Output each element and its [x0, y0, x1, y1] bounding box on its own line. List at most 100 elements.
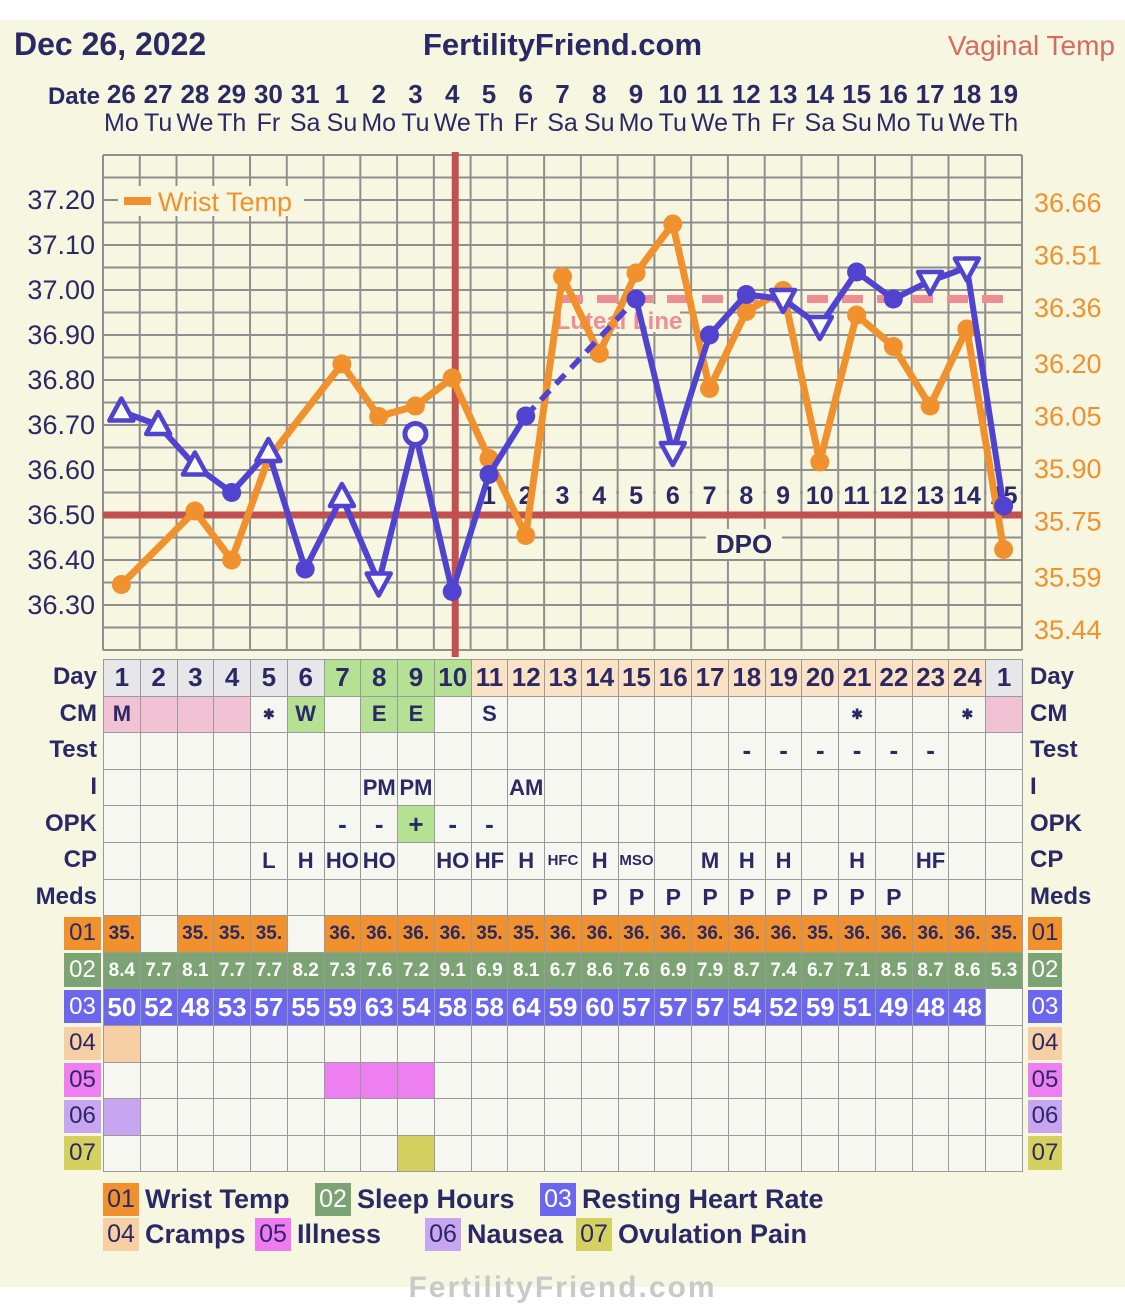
cell-r07-day10[interactable] [433, 1134, 472, 1173]
cell-r04-day22[interactable] [874, 1025, 913, 1063]
cell-r02-day16[interactable]: 6.9 [654, 951, 693, 990]
cell-r04-day18[interactable] [727, 1025, 766, 1063]
cell-test-day18[interactable]: - [727, 732, 766, 770]
cell-opk-day9[interactable]: + [397, 805, 435, 843]
cell-day-day18[interactable]: 18 [727, 659, 766, 697]
cell-cp-day25[interactable] [985, 842, 1023, 880]
cell-cp-day18[interactable]: H [727, 842, 766, 880]
cell-r04-day10[interactable] [433, 1025, 472, 1063]
cell-r06-day13[interactable] [544, 1098, 582, 1136]
cell-opk-day13[interactable] [544, 805, 582, 843]
cell-meds-day1[interactable] [103, 878, 141, 917]
cell-r01-day5[interactable]: 35. [250, 915, 288, 953]
cell-r02-day20[interactable]: 6.7 [801, 951, 840, 990]
cell-r07-day15[interactable] [617, 1134, 656, 1173]
cell-r02-day9[interactable]: 7.2 [397, 951, 435, 990]
cell-r05-day18[interactable] [727, 1061, 766, 1100]
cell-test-day19[interactable]: - [764, 732, 803, 770]
cell-r06-day3[interactable] [176, 1098, 215, 1136]
cell-day-day12[interactable]: 12 [507, 659, 546, 697]
cell-r01-day6[interactable] [286, 915, 325, 953]
cell-cm-day21[interactable]: ✱ [838, 695, 876, 734]
cell-r05-day1[interactable] [103, 1061, 141, 1100]
cell-cm-day6[interactable]: W [286, 695, 325, 734]
cell-r04-day3[interactable] [176, 1025, 215, 1063]
cell-r05-day21[interactable] [838, 1061, 876, 1100]
cell-cm-day20[interactable] [801, 695, 840, 734]
cell-r03-day7[interactable]: 59 [323, 988, 362, 1026]
cell-r03-day21[interactable]: 51 [838, 988, 876, 1026]
cell-r01-day15[interactable]: 36. [617, 915, 656, 953]
cell-meds-day18[interactable]: P [727, 878, 766, 917]
cell-test-day4[interactable] [213, 732, 252, 770]
cell-cp-day9[interactable] [397, 842, 435, 880]
cell-day-day2[interactable]: 2 [139, 659, 178, 697]
cell-cp-day12[interactable]: H [507, 842, 546, 880]
cell-opk-day14[interactable] [580, 805, 619, 843]
cell-r06-day10[interactable] [433, 1098, 472, 1136]
cell-cm-day7[interactable] [323, 695, 362, 734]
cell-r07-day17[interactable] [691, 1134, 729, 1173]
cell-r05-day25[interactable] [985, 1061, 1023, 1100]
cell-r05-day24[interactable] [948, 1061, 987, 1100]
cell-test-day10[interactable] [433, 732, 472, 770]
cell-cp-day23[interactable]: HF [911, 842, 950, 880]
cell-opk-day18[interactable] [727, 805, 766, 843]
cell-cm-day14[interactable] [580, 695, 619, 734]
cell-r04-day21[interactable] [838, 1025, 876, 1063]
cell-day-day3[interactable]: 3 [176, 659, 215, 697]
cell-r07-day20[interactable] [801, 1134, 840, 1173]
cell-day-day5[interactable]: 5 [250, 659, 288, 697]
cell-r04-day23[interactable] [911, 1025, 950, 1063]
cell-r03-day25[interactable] [985, 988, 1023, 1026]
cell-day-day22[interactable]: 22 [874, 659, 913, 697]
cell-r01-day25[interactable]: 35. [985, 915, 1023, 953]
cell-r01-day22[interactable]: 36. [874, 915, 913, 953]
cell-cm-day4[interactable] [213, 695, 252, 734]
cell-r03-day16[interactable]: 57 [654, 988, 693, 1026]
cell-i-day18[interactable] [727, 768, 766, 807]
cell-test-day21[interactable]: - [838, 732, 876, 770]
cell-i-day19[interactable] [764, 768, 803, 807]
cell-r04-day17[interactable] [691, 1025, 729, 1063]
cell-day-day1[interactable]: 1 [103, 659, 141, 697]
cell-r06-day6[interactable] [286, 1098, 325, 1136]
cell-r01-day4[interactable]: 35. [213, 915, 252, 953]
cell-r03-day5[interactable]: 57 [250, 988, 288, 1026]
cell-i-day10[interactable] [433, 768, 472, 807]
cell-r04-day19[interactable] [764, 1025, 803, 1063]
cell-r03-day12[interactable]: 64 [507, 988, 546, 1026]
cell-r02-day25[interactable]: 5.3 [985, 951, 1023, 990]
cell-r05-day17[interactable] [691, 1061, 729, 1100]
cell-r03-day18[interactable]: 54 [727, 988, 766, 1026]
cell-r07-day4[interactable] [213, 1134, 252, 1173]
cell-r02-day4[interactable]: 7.7 [213, 951, 252, 990]
cell-r06-day17[interactable] [691, 1098, 729, 1136]
cell-opk-day2[interactable] [139, 805, 178, 843]
cell-r03-day3[interactable]: 48 [176, 988, 215, 1026]
cell-r05-day15[interactable] [617, 1061, 656, 1100]
cell-cm-day9[interactable]: E [397, 695, 435, 734]
cell-cp-day3[interactable] [176, 842, 215, 880]
cell-r02-day6[interactable]: 8.2 [286, 951, 325, 990]
cell-cp-day4[interactable] [213, 842, 252, 880]
cell-r06-day12[interactable] [507, 1098, 546, 1136]
cell-i-day6[interactable] [286, 768, 325, 807]
cell-r07-day14[interactable] [580, 1134, 619, 1173]
cell-r01-day13[interactable]: 36. [544, 915, 582, 953]
cell-opk-day5[interactable] [250, 805, 288, 843]
cell-r03-day6[interactable]: 55 [286, 988, 325, 1026]
cell-r01-day11[interactable]: 35. [470, 915, 509, 953]
cell-day-day19[interactable]: 19 [764, 659, 803, 697]
cell-r04-day2[interactable] [139, 1025, 178, 1063]
cell-r05-day2[interactable] [139, 1061, 178, 1100]
cell-cm-day13[interactable] [544, 695, 582, 734]
cell-r07-day11[interactable] [470, 1134, 509, 1173]
cell-day-day8[interactable]: 8 [360, 659, 399, 697]
cell-test-day8[interactable] [360, 732, 399, 770]
cell-r02-day21[interactable]: 7.1 [838, 951, 876, 990]
cell-opk-day3[interactable] [176, 805, 215, 843]
cell-opk-day16[interactable] [654, 805, 693, 843]
cell-r06-day9[interactable] [397, 1098, 435, 1136]
cell-cm-day12[interactable] [507, 695, 546, 734]
